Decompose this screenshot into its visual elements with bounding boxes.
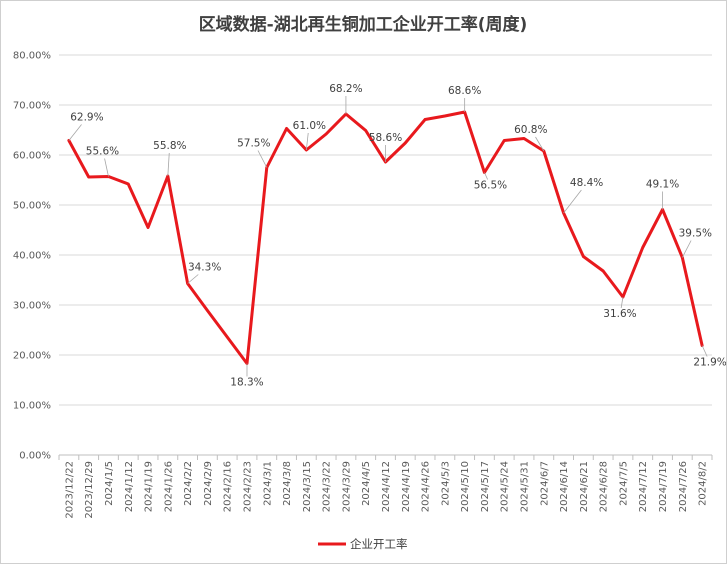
x-tick-label: 2024/5/31 [520,461,531,512]
label-leader-line [167,152,170,177]
data-label: 62.9% [70,112,103,124]
y-tick-label: 40.00% [13,251,51,262]
data-point [127,182,130,186]
data-label: 21.9% [693,357,726,369]
data-point [423,118,427,121]
data-point [324,132,328,136]
x-tick-label: 2024/7/5 [618,461,629,506]
data-point [503,139,506,142]
data-label: 68.6% [448,85,481,97]
data-point [443,114,447,118]
data-label: 57.5% [237,138,270,150]
label-leader-line [701,345,708,357]
label-leader-line [68,124,82,141]
x-tick-label: 2024/4/12 [381,461,392,512]
legend: 企业开工率 [318,537,408,551]
data-point [225,335,229,339]
label-leader-line [305,132,309,151]
label-leader-line [484,172,488,180]
y-tick-label: 20.00% [13,351,51,362]
data-label: 55.6% [86,146,119,158]
y-tick-label: 80.00% [13,51,51,62]
x-axis-tick-labels: 2023/12/22 2023/12/29 2024/1/5 2024/1/12 202… [64,461,708,519]
x-tick-label: 2024/7/19 [658,461,669,512]
x-tick-label: 2024/6/21 [579,461,590,512]
x-tick-label: 2024/6/7 [539,461,550,506]
data-label: 34.3% [188,262,221,274]
data-point [146,226,150,229]
x-tick-label: 2024/3/1 [262,461,273,506]
y-tick-label: 0.00% [19,451,51,462]
data-label: 60.8% [514,124,547,136]
x-tick-label: 2023/12/29 [84,461,95,519]
label-leader-line [257,150,268,168]
x-tick-label: 2024/4/19 [401,461,412,512]
data-label: 68.2% [329,83,362,95]
x-tick-label: 2024/1/12 [124,461,135,512]
x-tick-label: 2024/3/29 [341,461,352,512]
y-tick-label: 10.00% [13,401,51,412]
x-tick-label: 2024/3/22 [322,461,333,512]
x-tick-label: 2024/7/26 [678,461,689,512]
y-axis-tick-labels: 0.00% 10.00% 20.00% 30.00% 40.00% 50.00% 60.00… [13,51,51,462]
x-tick-label: 2024/6/28 [599,461,610,512]
x-tick-label: 2024/5/17 [480,461,491,512]
x-tick-label: 2024/1/19 [144,461,155,512]
data-label: 18.3% [230,377,263,389]
x-tick-label: 2024/6/14 [559,461,570,512]
data-labels: 62.9% 55.6% 55.8% 34.3% 18.3% 57.5% 61.0% 68.2%… [68,83,727,389]
label-leader-line [187,274,199,284]
data-point [364,129,367,132]
legend-label: 企业开工率 [350,537,408,551]
x-tick-label: 2024/2/23 [242,461,253,512]
label-leader-line [104,158,109,177]
data-point [582,255,585,258]
label-leader-line [681,240,692,258]
x-tick-label: 2024/1/5 [104,461,115,506]
data-label: 58.6% [369,132,402,144]
x-tick-label: 2024/5/10 [460,461,471,512]
x-tick-label: 2024/1/26 [163,461,174,512]
x-tick-label: 2024/4/26 [421,461,432,512]
data-label: 56.5% [474,180,507,192]
data-point [206,309,209,312]
data-label: 39.5% [679,228,712,240]
chart-title: 区域数据-湖北再生铜加工企业开工率(周度) [199,14,528,35]
x-tick-label: 2024/5/3 [440,461,451,506]
x-tick-label: 2024/2/16 [223,461,234,512]
y-tick-label: 30.00% [13,301,51,312]
data-label: 31.6% [603,308,636,320]
x-tick-label: 2024/4/5 [361,461,372,506]
data-label: 49.1% [646,179,679,191]
x-tick-label: 2024/3/15 [302,461,313,512]
x-tick-label: 2024/2/2 [183,461,194,506]
gridlines [58,54,713,460]
x-tick-label: 2024/5/24 [500,461,511,512]
y-tick-label: 50.00% [13,201,51,212]
label-leader-line [563,189,582,214]
y-tick-label: 70.00% [13,101,51,112]
x-tick-label: 2024/2/9 [203,461,214,506]
y-tick-label: 60.00% [13,151,51,162]
data-point [87,175,90,179]
data-point [601,269,605,273]
label-leader-line [535,136,545,152]
data-label: 48.4% [570,177,603,189]
data-point [641,246,644,249]
data-point [522,137,526,140]
data-label: 55.8% [153,140,186,152]
x-tick-label: 2023/12/22 [64,461,75,519]
data-point [305,148,308,152]
x-tick-label: 2024/8/2 [698,461,709,506]
x-tick-label: 2024/7/12 [638,461,649,512]
data-label: 61.0% [293,120,326,132]
data-point [404,141,407,145]
x-tick-label: 2024/3/8 [282,461,293,506]
data-point [285,127,288,130]
label-leader-line [620,296,624,309]
